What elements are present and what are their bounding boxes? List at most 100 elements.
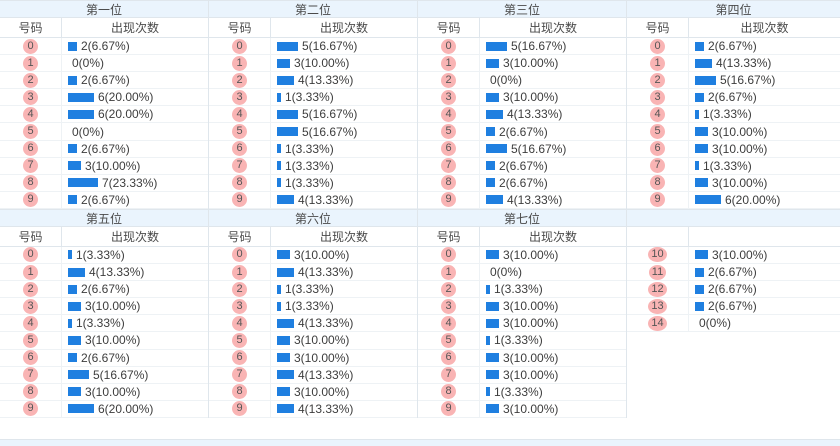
count-label: 3(10.00%) xyxy=(503,367,559,382)
column-header-number: 号码 xyxy=(418,18,480,38)
table-row[interactable]: 2 4(13.33%) xyxy=(209,72,417,90)
count-cell: 1(3.33%) xyxy=(271,298,417,314)
table-row[interactable]: 6 3(10.00%) xyxy=(627,140,840,158)
count-label: 3(10.00%) xyxy=(712,141,768,156)
column-header-count xyxy=(689,227,840,247)
table-row[interactable]: 7 1(3.33%) xyxy=(209,157,417,175)
table-row[interactable]: 4 1(3.33%) xyxy=(627,106,840,124)
table-row[interactable]: 8 1(3.33%) xyxy=(418,383,626,401)
number-badge: 3 xyxy=(232,298,247,314)
table-row[interactable]: 0 5(16.67%) xyxy=(418,38,626,56)
table-row[interactable]: 5 3(10.00%) xyxy=(627,123,840,141)
table-row[interactable]: 4 6(20.00%) xyxy=(0,106,208,124)
count-bar xyxy=(277,144,281,154)
count-bar xyxy=(486,370,499,380)
panel-subheader: 号码 出现次数 xyxy=(418,18,626,38)
table-row[interactable]: 1 4(13.33%) xyxy=(0,264,208,282)
table-row[interactable]: 1 4(13.33%) xyxy=(627,55,840,73)
table-row[interactable]: 0 3(10.00%) xyxy=(418,246,626,265)
number-badge: 4 xyxy=(232,315,247,331)
table-row[interactable]: 2 2(6.67%) xyxy=(0,281,208,299)
table-row[interactable]: 7 2(6.67%) xyxy=(418,157,626,175)
table-row[interactable]: 8 7(23.33%) xyxy=(0,174,208,192)
table-row[interactable]: 9 2(6.67%) xyxy=(0,191,208,209)
table-row[interactable]: 5 3(10.00%) xyxy=(0,332,208,350)
table-row[interactable]: 6 1(3.33%) xyxy=(209,140,417,158)
table-row[interactable]: 3 3(10.00%) xyxy=(418,298,626,316)
table-row[interactable]: 10 3(10.00%) xyxy=(627,246,840,265)
table-row[interactable]: 9 4(13.33%) xyxy=(209,400,417,418)
count-cell: 3(10.00%) xyxy=(480,247,626,263)
table-row[interactable]: 2 1(3.33%) xyxy=(418,281,626,299)
table-row[interactable]: 6 2(6.67%) xyxy=(0,140,208,158)
table-row[interactable]: 7 3(10.00%) xyxy=(418,366,626,384)
count-cell: 3(10.00%) xyxy=(480,89,626,105)
table-row[interactable]: 6 5(16.67%) xyxy=(418,140,626,158)
table-row[interactable]: 12 2(6.67%) xyxy=(627,281,840,299)
table-row[interactable]: 9 6(20.00%) xyxy=(0,400,208,418)
count-bar xyxy=(486,127,495,137)
table-row[interactable]: 8 3(10.00%) xyxy=(0,383,208,401)
table-row[interactable]: 4 3(10.00%) xyxy=(418,315,626,333)
table-row[interactable]: 8 3(10.00%) xyxy=(627,174,840,192)
table-row[interactable]: 2 0(0%) xyxy=(418,72,626,90)
table-row[interactable]: 4 4(13.33%) xyxy=(418,106,626,124)
table-row[interactable]: 9 4(13.33%) xyxy=(418,191,626,209)
table-row[interactable]: 4 5(16.67%) xyxy=(209,106,417,124)
table-row[interactable]: 8 1(3.33%) xyxy=(209,174,417,192)
table-row[interactable]: 1 3(10.00%) xyxy=(418,55,626,73)
table-row[interactable]: 3 3(10.00%) xyxy=(0,298,208,316)
table-row[interactable]: 9 3(10.00%) xyxy=(418,400,626,418)
count-label: 2(6.67%) xyxy=(499,175,548,190)
table-row[interactable]: 0 3(10.00%) xyxy=(209,246,417,265)
table-row[interactable]: 1 0(0%) xyxy=(418,264,626,282)
table-row[interactable]: 4 4(13.33%) xyxy=(209,315,417,333)
table-row[interactable]: 3 2(6.67%) xyxy=(627,89,840,107)
number-badge: 8 xyxy=(23,175,38,191)
table-row[interactable]: 6 3(10.00%) xyxy=(209,349,417,367)
table-row[interactable]: 4 1(3.33%) xyxy=(0,315,208,333)
table-row[interactable]: 1 4(13.33%) xyxy=(209,264,417,282)
table-row[interactable]: 6 2(6.67%) xyxy=(0,349,208,367)
table-row[interactable]: 8 2(6.67%) xyxy=(418,174,626,192)
table-row[interactable]: 6 3(10.00%) xyxy=(418,349,626,367)
number-badge: 1 xyxy=(650,55,665,71)
table-row[interactable]: 2 1(3.33%) xyxy=(209,281,417,299)
count-label: 3(10.00%) xyxy=(294,333,350,348)
table-row[interactable]: 2 2(6.67%) xyxy=(0,72,208,90)
count-cell: 2(6.67%) xyxy=(480,123,626,139)
table-row[interactable]: 7 4(13.33%) xyxy=(209,366,417,384)
table-row[interactable]: 9 4(13.33%) xyxy=(209,191,417,209)
count-cell: 2(6.67%) xyxy=(62,192,208,208)
count-label: 5(16.67%) xyxy=(302,107,358,122)
table-row[interactable]: 1 0(0%) xyxy=(0,55,208,73)
table-row[interactable]: 3 6(20.00%) xyxy=(0,89,208,107)
number-cell: 5 xyxy=(209,332,271,349)
table-row[interactable]: 5 3(10.00%) xyxy=(209,332,417,350)
column-header-number xyxy=(627,226,689,247)
table-row[interactable]: 1 3(10.00%) xyxy=(209,55,417,73)
table-row[interactable]: 0 2(6.67%) xyxy=(627,38,840,56)
table-row[interactable]: 5 1(3.33%) xyxy=(418,332,626,350)
count-cell: 3(10.00%) xyxy=(62,298,208,314)
table-row[interactable]: 8 3(10.00%) xyxy=(209,383,417,401)
table-row[interactable]: 7 5(16.67%) xyxy=(0,366,208,384)
table-row[interactable]: 5 0(0%) xyxy=(0,123,208,141)
count-label: 1(3.33%) xyxy=(494,282,543,297)
table-row[interactable]: 0 5(16.67%) xyxy=(209,38,417,56)
panel-subheader: 号码 出现次数 xyxy=(0,18,208,38)
table-row[interactable]: 7 1(3.33%) xyxy=(627,157,840,175)
table-row[interactable]: 13 2(6.67%) xyxy=(627,298,840,316)
table-row[interactable]: 3 1(3.33%) xyxy=(209,89,417,107)
table-row[interactable]: 0 2(6.67%) xyxy=(0,38,208,56)
table-row[interactable]: 2 5(16.67%) xyxy=(627,72,840,90)
table-row[interactable]: 7 3(10.00%) xyxy=(0,157,208,175)
table-row[interactable]: 9 6(20.00%) xyxy=(627,191,840,209)
table-row[interactable]: 5 5(16.67%) xyxy=(209,123,417,141)
table-row[interactable]: 14 0(0%) xyxy=(627,315,840,333)
table-row[interactable]: 0 1(3.33%) xyxy=(0,246,208,265)
table-row[interactable]: 3 3(10.00%) xyxy=(418,89,626,107)
table-row[interactable]: 3 1(3.33%) xyxy=(209,298,417,316)
table-row[interactable]: 5 2(6.67%) xyxy=(418,123,626,141)
table-row[interactable]: 11 2(6.67%) xyxy=(627,264,840,282)
